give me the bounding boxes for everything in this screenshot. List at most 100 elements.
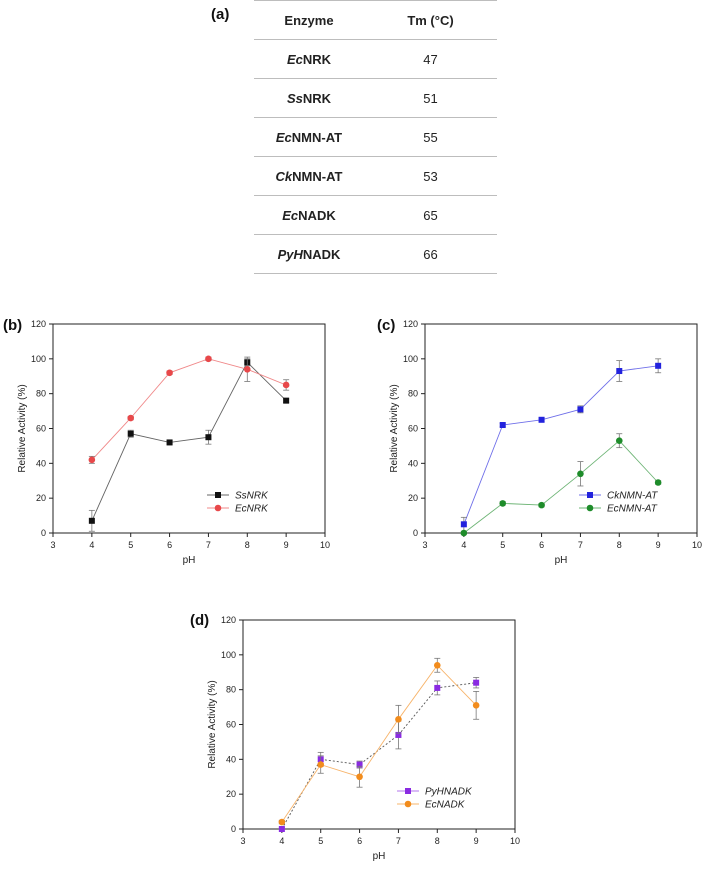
data-point bbox=[577, 406, 584, 413]
header-enzyme: Enzyme bbox=[254, 0, 364, 40]
y-tick-label: 20 bbox=[36, 493, 46, 503]
x-tick-label: 9 bbox=[656, 540, 661, 550]
data-point bbox=[395, 731, 402, 738]
x-tick-label: 3 bbox=[422, 540, 427, 550]
plot-frame bbox=[242, 619, 516, 830]
data-point bbox=[499, 500, 507, 507]
x-tick-label: 3 bbox=[240, 836, 245, 846]
x-tick-label: 6 bbox=[539, 540, 544, 550]
y-tick-label: 120 bbox=[221, 615, 236, 625]
y-tick-label: 0 bbox=[41, 528, 46, 538]
x-tick-label: 7 bbox=[578, 540, 583, 550]
x-axis-label: pH bbox=[555, 555, 568, 566]
tm-value: 51 bbox=[364, 78, 497, 118]
y-tick-label: 100 bbox=[31, 354, 46, 364]
tm-value: 53 bbox=[364, 156, 497, 196]
enzyme-name: EcNMN-AT bbox=[254, 117, 364, 157]
data-point bbox=[356, 773, 363, 781]
x-tick-label: 4 bbox=[89, 540, 94, 550]
x-tick-label: 8 bbox=[435, 836, 440, 846]
panel-label-b: (b) bbox=[3, 317, 23, 334]
x-tick-label: 4 bbox=[279, 836, 284, 846]
table-row: EcNADK 65 bbox=[254, 195, 497, 235]
series-line bbox=[91, 361, 287, 521]
data-point bbox=[243, 365, 251, 373]
data-point bbox=[460, 521, 467, 528]
x-tick-label: 6 bbox=[357, 836, 362, 846]
y-axis-label: Relative Activity (%) bbox=[389, 384, 400, 472]
x-tick-label: 10 bbox=[510, 836, 520, 846]
plot-frame bbox=[424, 323, 698, 534]
legend-label: EcNMN-AT bbox=[607, 504, 658, 515]
enzyme-name: EcNADK bbox=[254, 195, 364, 235]
data-point bbox=[473, 679, 480, 686]
table-row: SsNRK 51 bbox=[254, 78, 497, 118]
data-point bbox=[616, 368, 623, 375]
legend-marker bbox=[586, 504, 594, 512]
y-tick-label: 120 bbox=[31, 319, 46, 329]
y-tick-label: 20 bbox=[408, 493, 418, 503]
data-point bbox=[615, 437, 623, 444]
panel-label-d: (d) bbox=[190, 612, 210, 629]
table-row: PyHNADK 66 bbox=[254, 234, 497, 274]
y-tick-label: 100 bbox=[403, 354, 418, 364]
x-tick-label: 5 bbox=[500, 540, 505, 550]
data-point bbox=[538, 416, 545, 423]
table-row: CkNMN-AT 53 bbox=[254, 156, 497, 196]
legend-marker bbox=[214, 504, 222, 512]
data-point bbox=[472, 702, 480, 709]
tm-value: 66 bbox=[364, 234, 497, 274]
series-line bbox=[281, 664, 477, 823]
data-point bbox=[460, 529, 468, 537]
data-point bbox=[282, 381, 290, 389]
legend-label: CkNMN-AT bbox=[607, 491, 658, 502]
x-tick-label: 7 bbox=[396, 836, 401, 846]
series-line bbox=[463, 365, 659, 525]
data-point bbox=[127, 430, 134, 437]
x-tick-label: 9 bbox=[474, 836, 479, 846]
y-tick-label: 120 bbox=[403, 319, 418, 329]
data-point bbox=[88, 456, 96, 464]
legend-marker bbox=[215, 492, 221, 498]
x-tick-label: 3 bbox=[50, 540, 55, 550]
x-tick-label: 6 bbox=[167, 540, 172, 550]
y-tick-label: 60 bbox=[408, 424, 418, 434]
series-line bbox=[91, 358, 287, 461]
data-point bbox=[499, 422, 506, 429]
table-header-row: Enzyme Tm (°C) bbox=[254, 0, 497, 40]
tm-value: 47 bbox=[364, 39, 497, 79]
data-point bbox=[88, 517, 95, 524]
x-tick-label: 7 bbox=[206, 540, 211, 550]
data-point bbox=[166, 369, 173, 377]
series-line bbox=[463, 440, 659, 534]
enzyme-name: CkNMN-AT bbox=[254, 156, 364, 196]
data-point bbox=[166, 439, 173, 446]
y-tick-label: 40 bbox=[408, 458, 418, 468]
tm-value: 55 bbox=[364, 117, 497, 157]
enzyme-name: SsNRK bbox=[254, 78, 364, 118]
x-tick-label: 5 bbox=[318, 836, 323, 846]
legend-marker bbox=[405, 788, 411, 794]
legend-marker bbox=[404, 800, 412, 808]
panel-label-a: (a) bbox=[211, 6, 230, 23]
y-tick-label: 40 bbox=[226, 754, 236, 764]
x-tick-label: 8 bbox=[617, 540, 622, 550]
y-tick-label: 20 bbox=[226, 789, 236, 799]
y-tick-label: 80 bbox=[408, 389, 418, 399]
y-axis-label: Relative Activity (%) bbox=[207, 680, 218, 768]
x-tick-label: 8 bbox=[245, 540, 250, 550]
data-point bbox=[577, 470, 584, 478]
x-tick-label: 5 bbox=[128, 540, 133, 550]
y-tick-label: 100 bbox=[221, 650, 236, 660]
data-point bbox=[317, 761, 325, 768]
enzyme-name: PyHNADK bbox=[254, 234, 364, 274]
data-point bbox=[433, 661, 441, 669]
y-tick-label: 40 bbox=[36, 458, 46, 468]
legend-label: EcNADK bbox=[425, 800, 466, 811]
tm-value: 65 bbox=[364, 195, 497, 235]
x-tick-label: 10 bbox=[692, 540, 702, 550]
data-point bbox=[205, 434, 212, 441]
header-tm: Tm (°C) bbox=[364, 0, 497, 40]
